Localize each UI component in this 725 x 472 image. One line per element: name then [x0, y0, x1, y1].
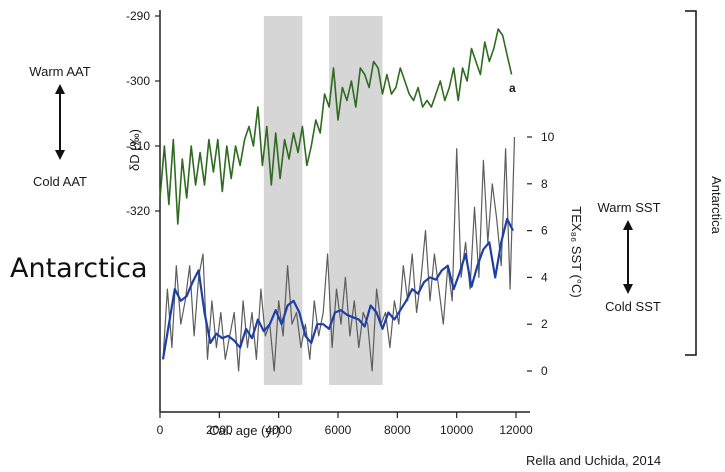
x-tick-label-8000: 8000	[384, 423, 411, 437]
y-right-tick-label-4: 4	[541, 270, 548, 284]
y-left-tick-label--310: -310	[126, 139, 150, 153]
tex86-smoothed-series-line	[161, 217, 514, 360]
y-right-tick-label-6: 6	[541, 224, 548, 238]
series-layer	[159, 28, 516, 372]
y-right-axis-title: TEX₈₆ SST (°C)	[569, 206, 584, 297]
x-ticks: 0 2000 4000 6000 8000 10000 12000	[157, 412, 533, 437]
x-tick-label-12000: 12000	[499, 423, 533, 437]
sst-double-arrow	[623, 220, 633, 294]
credit-label: Rella and Uchida, 2014	[526, 453, 661, 468]
region-bracket	[685, 10, 697, 356]
x-tick-label-10000: 10000	[440, 423, 474, 437]
warm-sst-label: Warm SST	[597, 200, 660, 215]
antarctica-side-label: Antarctica	[709, 176, 724, 235]
antarctica-big-label: Antarctica	[10, 253, 148, 284]
shaded-interval-2	[329, 16, 383, 385]
dD-series-line	[159, 28, 513, 225]
x-axis-title: Cal. age (yr)	[209, 423, 281, 438]
y-right-tick-label-8: 8	[541, 177, 548, 191]
cold-aat-label: Cold AAT	[33, 174, 87, 189]
aat-double-arrow	[55, 84, 65, 160]
x-tick-label-2000: 2000	[206, 423, 233, 437]
y-left-tick-label--300: -300	[126, 74, 150, 88]
y-left-ticks: -290 -300 -310 -320	[126, 9, 160, 218]
shaded-intervals	[263, 16, 383, 385]
y-left-axis-title: δD (‰)	[127, 129, 142, 171]
y-right-tick-label-10: 10	[541, 130, 555, 144]
x-tick-label-0: 0	[157, 423, 164, 437]
y-right-tick-label-0: 0	[541, 364, 548, 378]
tex86-raw-series-line	[162, 136, 516, 372]
cold-sst-label: Cold SST	[605, 299, 661, 314]
y-left-tick-label--320: -320	[126, 204, 150, 218]
y-right-ticks: 0 2 4 6 8 10	[527, 130, 555, 378]
y-right-tick-label-2: 2	[541, 317, 548, 331]
x-tick-label-6000: 6000	[325, 423, 352, 437]
x-tick-label-4000: 4000	[265, 423, 292, 437]
panel-label: a	[509, 81, 516, 95]
y-left-tick-label--290: -290	[126, 9, 150, 23]
warm-aat-label: Warm AAT	[29, 64, 90, 79]
